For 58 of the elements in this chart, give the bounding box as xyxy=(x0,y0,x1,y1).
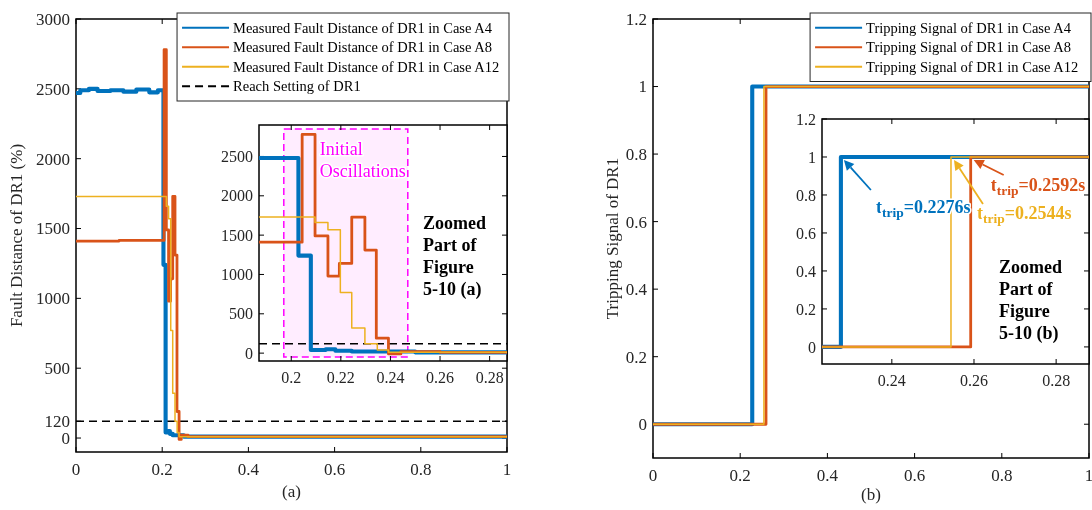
x-tick-label: 0.6 xyxy=(903,466,926,485)
y-tick-label: 0.8 xyxy=(625,145,647,165)
y-tick-label: 0.8 xyxy=(796,186,816,204)
annotation: t$_{trip}$=0.2544s xyxy=(976,202,1072,227)
x-tick-label: 1 xyxy=(1084,466,1092,485)
legend-label: Measured Fault Distance of DR1 in Case A4 xyxy=(233,19,493,36)
y-tick-label: 1.2 xyxy=(625,9,647,29)
x-tick-label: 1 xyxy=(502,460,512,479)
y-tick-label: 2000 xyxy=(36,149,70,169)
y-tick-label: 2000 xyxy=(221,187,253,205)
x-tick-label: 0.2 xyxy=(729,466,751,485)
y-tick-label: 1.2 xyxy=(796,110,816,128)
x-tick-label: 0.26 xyxy=(959,372,988,389)
y-tick-label: 1000 xyxy=(221,266,253,284)
annotation: Zoomed Part of Figure 5-10 (b) xyxy=(999,257,1062,344)
y-tick-label: 2500 xyxy=(36,79,70,99)
legend-label: Tripping Signal of DR1 in Case A4 xyxy=(866,19,1072,36)
x-tick-label: 0.2 xyxy=(281,369,302,386)
legend-label: Measured Fault Distance of DR1 in Case A12 xyxy=(233,58,500,75)
x-tick-label: 0.28 xyxy=(475,369,504,386)
y-tick-label: 0 xyxy=(245,344,253,362)
legend-label: Reach Setting of DR1 xyxy=(233,78,361,95)
x-tick-label: 0.8 xyxy=(410,460,432,479)
band-label: Initial Oscillations xyxy=(319,139,406,181)
y-tick-label: 0 xyxy=(638,415,647,435)
y-tick-label: 0.4 xyxy=(796,262,816,280)
x-tick-label: 0.28 xyxy=(1042,372,1071,389)
x-axis-title: (b) xyxy=(861,485,881,504)
y-tick-label: 0.2 xyxy=(796,300,816,318)
y-tick-label: 0.4 xyxy=(625,280,648,300)
x-tick-label: 0.22 xyxy=(326,369,355,386)
y-tick-label: 0.6 xyxy=(625,212,647,232)
x-tick-label: 0.8 xyxy=(991,466,1013,485)
y-tick-label: 2500 xyxy=(221,148,253,166)
annotation: t$_{trip}$=0.2592s xyxy=(990,174,1086,199)
annotation: Zoomed Part of Figure 5-10 (a) xyxy=(423,213,486,300)
y-axis-title: Fault Distance of DR1 (%) xyxy=(7,143,26,328)
y-tick-label: 500 xyxy=(44,359,70,379)
legend-label: Tripping Signal of DR1 in Case A8 xyxy=(866,39,1071,56)
y-tick-label: 0.2 xyxy=(625,347,647,367)
legend-label: Tripping Signal of DR1 in Case A12 xyxy=(866,58,1079,75)
y-tick-label: 500 xyxy=(229,305,253,323)
y-tick-label: 1 xyxy=(808,148,816,166)
x-tick-label: 0.24 xyxy=(376,369,405,386)
x-axis-title: (a) xyxy=(282,482,301,501)
y-tick-label: 0.6 xyxy=(796,224,816,242)
legend-label: Measured Fault Distance of DR1 in Case A8 xyxy=(233,39,492,56)
y-tick-label: 3000 xyxy=(36,9,70,29)
y-tick-label: 1000 xyxy=(36,289,70,309)
y-tick-label: 1500 xyxy=(36,219,70,239)
x-tick-label: 0.6 xyxy=(323,460,346,479)
y-tick-label: 0 xyxy=(808,338,816,356)
x-tick-label: 0.2 xyxy=(151,460,173,479)
y-tick-label: 1500 xyxy=(221,226,253,244)
x-tick-label: 0.26 xyxy=(426,369,455,386)
x-tick-label: 0.24 xyxy=(877,372,906,389)
y-tick-label: 1 xyxy=(638,77,647,97)
y-axis-title: Tripping Signal of DR1 xyxy=(603,157,622,320)
